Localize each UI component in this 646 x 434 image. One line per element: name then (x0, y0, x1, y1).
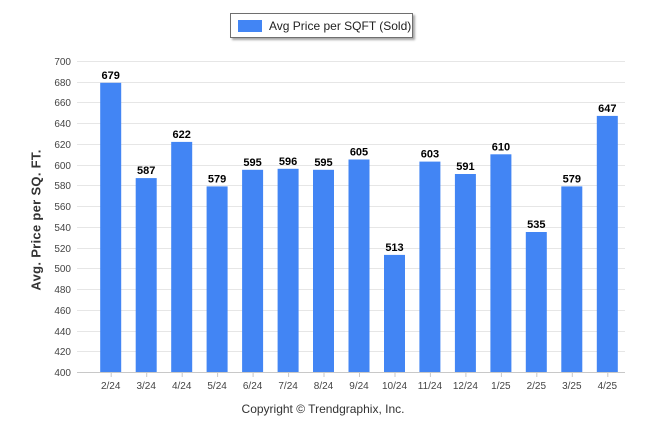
bar[interactable] (419, 161, 441, 372)
bar[interactable] (454, 174, 476, 372)
bar[interactable] (596, 115, 618, 373)
y-tick-label: 480 (54, 285, 71, 296)
legend-swatch (238, 19, 262, 32)
bar[interactable] (206, 186, 228, 372)
y-tick-label: 580 (54, 181, 71, 192)
data-label: 587 (137, 165, 155, 177)
bars (100, 82, 618, 373)
data-label: 513 (385, 242, 403, 254)
y-tick-label: 640 (54, 119, 71, 130)
y-tick-label: 620 (54, 140, 71, 151)
bar[interactable] (135, 178, 157, 372)
legend[interactable]: Avg Price per SQFT (Sold) (230, 13, 413, 38)
x-tick-label: 4/25 (598, 381, 618, 392)
y-tick-label: 600 (54, 161, 71, 172)
y-tick-label: 700 (54, 57, 71, 68)
bar[interactable] (384, 254, 405, 372)
bar[interactable] (171, 141, 193, 372)
y-tick-label: 440 (54, 327, 71, 338)
x-tick-label: 10/24 (382, 381, 407, 392)
y-tick-label: 400 (54, 368, 71, 379)
data-label: 622 (173, 129, 191, 141)
x-tick-label: 6/24 (243, 381, 263, 392)
y-tick-label: 560 (54, 202, 71, 213)
bar[interactable] (242, 169, 264, 372)
x-tick-label: 3/25 (562, 381, 582, 392)
x-tick-label: 2/24 (101, 381, 121, 392)
x-tick-label: 9/24 (349, 381, 369, 392)
y-axis-title: Avg. Price per SQ. FT. (28, 149, 44, 291)
x-tick-label: 7/24 (278, 381, 298, 392)
data-label: 595 (243, 157, 261, 169)
data-label: 610 (492, 141, 510, 153)
x-tick-label: 5/24 (207, 381, 227, 392)
y-tick-label: 540 (54, 223, 71, 234)
x-tick-label: 11/24 (418, 381, 443, 392)
data-label: 647 (598, 103, 616, 115)
data-label: 535 (527, 219, 545, 231)
y-tick-label: 500 (54, 264, 71, 275)
y-tick-label: 660 (54, 98, 71, 109)
y-tick-label: 460 (54, 306, 71, 317)
bar[interactable] (348, 159, 370, 373)
x-tick-label: 12/24 (453, 381, 478, 392)
copyright-text: Copyright © Trendgraphix, Inc. (241, 402, 405, 416)
y-tick-label: 680 (54, 78, 71, 89)
data-label: 579 (563, 173, 581, 185)
data-label: 591 (456, 161, 474, 173)
legend-label: Avg Price per SQFT (Sold) (269, 18, 412, 33)
y-tick-label: 420 (54, 347, 71, 358)
bar[interactable] (277, 168, 299, 372)
data-label: 596 (279, 156, 297, 168)
x-tick-label: 2/25 (527, 381, 547, 392)
data-label: 679 (102, 70, 120, 82)
x-tick-label: 3/24 (136, 381, 156, 392)
bar[interactable] (561, 186, 583, 372)
bar[interactable] (525, 232, 547, 372)
data-label: 595 (314, 157, 332, 169)
bar[interactable] (100, 82, 122, 373)
y-axis-ticks: 400 420 440 460 480 500 520 540 560 580 600 620 640 6… (54, 57, 71, 379)
data-label: 579 (208, 173, 226, 185)
bar[interactable] (490, 154, 512, 372)
data-label: 605 (350, 147, 368, 159)
y-tick-label: 520 (54, 244, 71, 255)
data-labels: 679 587 622 579 595 596 595 605 513 603 591 610 535 5… (102, 70, 617, 254)
x-tick-label: 8/24 (314, 381, 334, 392)
x-axis-ticks: 2/24 3/24 4/24 5/24 6/24 7/24 8/24 9/24 10/24 11/… (101, 372, 618, 392)
bar[interactable] (313, 169, 334, 372)
x-tick-label: 1/25 (491, 381, 511, 392)
x-tick-label: 4/24 (172, 381, 192, 392)
data-label: 603 (421, 149, 439, 161)
